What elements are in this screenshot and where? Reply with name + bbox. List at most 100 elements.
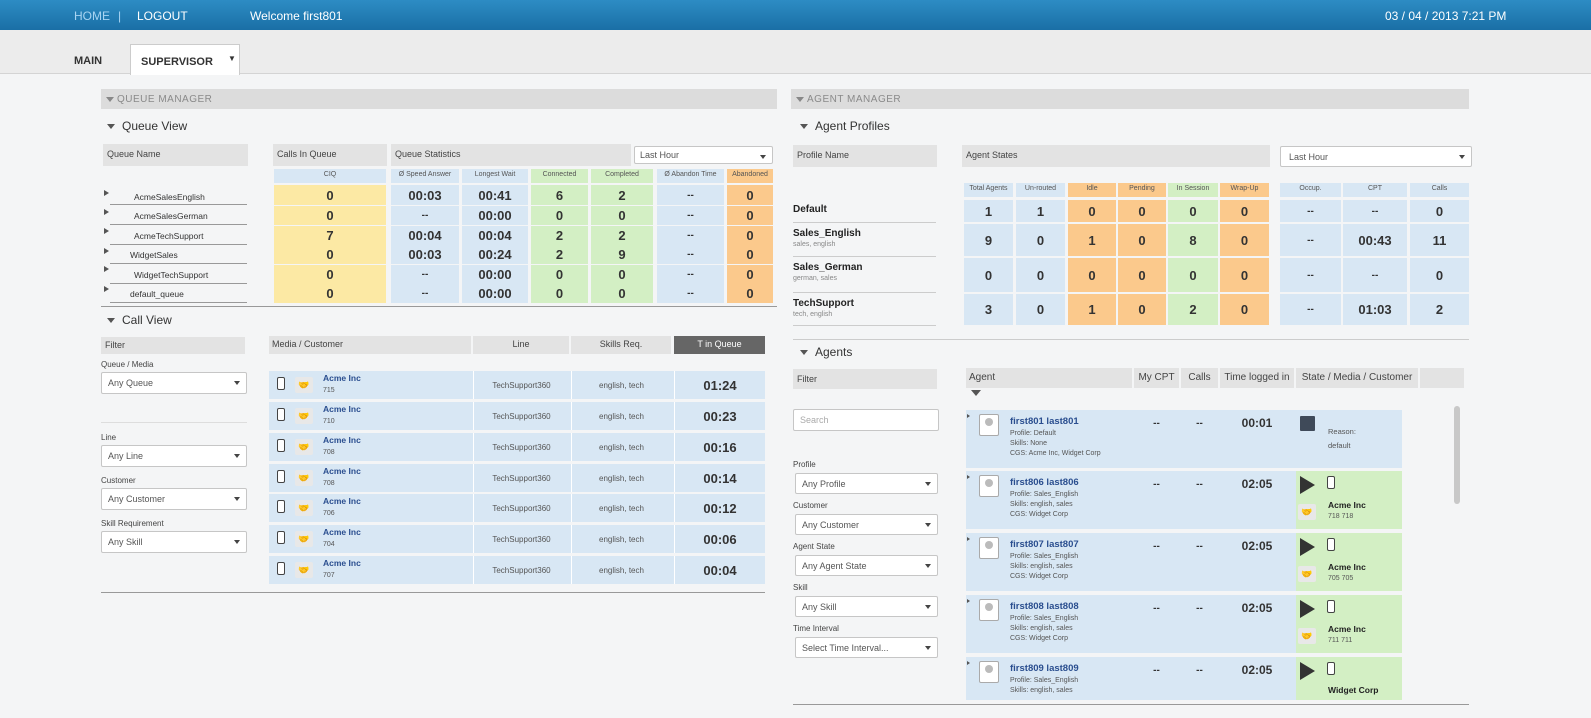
call-row[interactable]: 🤝 Acme Inc 715 TechSupport360 english, tech 0…	[269, 371, 765, 399]
queue-speed-answer: 00:03	[391, 245, 459, 264]
expand-arrow-icon[interactable]	[104, 190, 109, 196]
call-customer[interactable]: Acme Inc	[323, 435, 361, 445]
queue-name[interactable]: WidgetTechSupport	[110, 264, 247, 284]
profile-wrap: 0	[1220, 294, 1269, 325]
agent-state-select[interactable]: Any Agent State	[795, 555, 938, 576]
logout-link[interactable]: LOGOUT	[137, 9, 188, 23]
queue-name[interactable]: AcmeSalesGerman	[110, 205, 247, 225]
agent-profile: Profile: Sales_English	[1010, 615, 1079, 622]
agent-period-select[interactable]: Last Hour	[1280, 146, 1472, 167]
profile-wrap: 0	[1220, 258, 1269, 292]
call-line: TechSupport360	[473, 525, 569, 553]
home-link[interactable]: HOME	[74, 9, 110, 23]
call-id: 708	[323, 449, 335, 456]
expand-arrow-icon[interactable]	[104, 286, 109, 292]
time-interval-select[interactable]: Select Time Interval...	[795, 637, 938, 658]
call-customer[interactable]: Acme Inc	[323, 496, 361, 506]
skill-select[interactable]: Any Skill	[101, 531, 247, 553]
agent-row[interactable]	[966, 533, 1296, 591]
agent-profile: Profile: Sales_English	[1010, 677, 1079, 684]
expand-arrow-icon[interactable]	[104, 209, 109, 215]
handshake-icon: 🤝	[295, 531, 313, 547]
call-customer[interactable]: Acme Inc	[323, 466, 361, 476]
profile-name[interactable]: Sales_German	[793, 262, 863, 273]
call-row[interactable]: 🤝 Acme Inc 708 TechSupport360 english, tech 0…	[269, 433, 765, 461]
queue-media-select[interactable]: Any Queue	[101, 372, 247, 394]
agent-search-input[interactable]: Search	[793, 409, 939, 431]
profile-idle: 1	[1068, 294, 1116, 325]
scrollbar-thumb[interactable]	[1454, 406, 1460, 504]
expand-arrow-icon[interactable]	[967, 599, 970, 603]
agents-header[interactable]: Agents	[797, 345, 852, 359]
profile-filter-select[interactable]: Any Profile	[795, 473, 938, 494]
col-my-cpt[interactable]: My CPT	[1134, 368, 1179, 388]
call-customer[interactable]: Acme Inc	[323, 404, 361, 414]
col-time-in-queue[interactable]: T in Queue	[674, 336, 765, 354]
subcol-completed: Completed	[591, 169, 653, 183]
agent-name[interactable]: first808 last808	[1010, 601, 1079, 612]
expand-arrow-icon[interactable]	[967, 661, 970, 665]
call-row[interactable]: 🤝 Acme Inc 707 TechSupport360 english, tech 0…	[269, 556, 765, 584]
agent-row[interactable]	[966, 657, 1296, 700]
tab-supervisor[interactable]: SUPERVISOR ▼	[130, 44, 240, 75]
call-filter-header: Filter	[101, 337, 245, 354]
col-calls[interactable]: Calls	[1181, 368, 1218, 388]
expand-arrow-icon[interactable]	[967, 475, 970, 479]
agent-customer-select[interactable]: Any Customer	[795, 514, 938, 535]
agent-my-cpt: --	[1153, 664, 1160, 676]
agent-name[interactable]: first809 last809	[1010, 663, 1079, 674]
agent-profiles-header[interactable]: Agent Profiles	[797, 119, 890, 133]
sort-arrow-icon[interactable]	[971, 390, 981, 396]
queue-name[interactable]: WidgetSales	[110, 245, 247, 264]
expand-arrow-icon[interactable]	[104, 248, 109, 254]
agent-manager-header[interactable]: AGENT MANAGER	[791, 89, 1469, 109]
queue-abandoned: 0	[727, 265, 773, 284]
call-customer[interactable]: Acme Inc	[323, 373, 361, 383]
call-customer[interactable]: Acme Inc	[323, 558, 361, 568]
phone-icon	[277, 500, 285, 513]
agent-row[interactable]	[966, 410, 1296, 468]
expand-arrow-icon[interactable]	[104, 228, 109, 234]
line-select[interactable]: Any Line	[101, 445, 247, 467]
chevron-down-icon	[234, 540, 240, 544]
customer-select[interactable]: Any Customer	[101, 488, 247, 510]
agent-skill-select[interactable]: Any Skill	[795, 596, 938, 617]
queue-name[interactable]: default_queue	[110, 284, 247, 303]
agent-row[interactable]	[966, 595, 1296, 653]
tab-main[interactable]: MAIN	[74, 55, 103, 67]
expand-arrow-icon[interactable]	[104, 266, 109, 272]
agent-calls: --	[1196, 602, 1203, 614]
call-row[interactable]: 🤝 Acme Inc 706 TechSupport360 english, tech 0…	[269, 494, 765, 522]
avatar-icon	[979, 599, 999, 621]
queue-name[interactable]: AcmeTechSupport	[110, 225, 247, 245]
call-customer[interactable]: Acme Inc	[323, 527, 361, 537]
col-state-media-customer[interactable]: State / Media / Customer	[1296, 368, 1418, 388]
dropdown-arrow-icon[interactable]: ▼	[228, 54, 236, 63]
col-agent[interactable]: Agent	[966, 368, 1132, 388]
queue-name[interactable]: AcmeSalesEnglish	[110, 186, 247, 205]
agent-name[interactable]: first801 last801	[1010, 416, 1079, 427]
queue-manager-header[interactable]: QUEUE MANAGER	[101, 89, 777, 109]
call-row[interactable]: 🤝 Acme Inc 704 TechSupport360 english, tech 0…	[269, 525, 765, 553]
expand-arrow-icon[interactable]	[967, 414, 970, 418]
col-skills-req: Skills Req.	[571, 336, 671, 354]
queue-view-header[interactable]: Queue View	[104, 119, 187, 133]
call-row[interactable]: 🤝 Acme Inc 708 TechSupport360 english, tech 0…	[269, 464, 765, 492]
agent-name[interactable]: first807 last807	[1010, 539, 1079, 550]
profile-filter-label: Profile	[793, 460, 816, 469]
profile-name[interactable]: TechSupport	[793, 298, 854, 309]
agent-customer: Acme Inc	[1328, 562, 1366, 572]
profile-name[interactable]: Default	[793, 204, 827, 215]
call-time-in-queue: 00:06	[674, 525, 765, 553]
queue-period-select[interactable]: Last Hour	[634, 146, 773, 164]
agent-row[interactable]	[966, 471, 1296, 529]
col-time-logged-in[interactable]: Time logged in	[1220, 368, 1294, 388]
agent-name[interactable]: first806 last806	[1010, 477, 1079, 488]
call-row[interactable]: 🤝 Acme Inc 710 TechSupport360 english, tech 0…	[269, 402, 765, 430]
profile-name[interactable]: Sales_English	[793, 228, 861, 239]
queue-ciq: 0	[274, 265, 386, 284]
profile-calls: 11	[1410, 224, 1469, 256]
call-view-header[interactable]: Call View	[104, 313, 172, 327]
call-id: 708	[323, 480, 335, 487]
expand-arrow-icon[interactable]	[967, 537, 970, 541]
